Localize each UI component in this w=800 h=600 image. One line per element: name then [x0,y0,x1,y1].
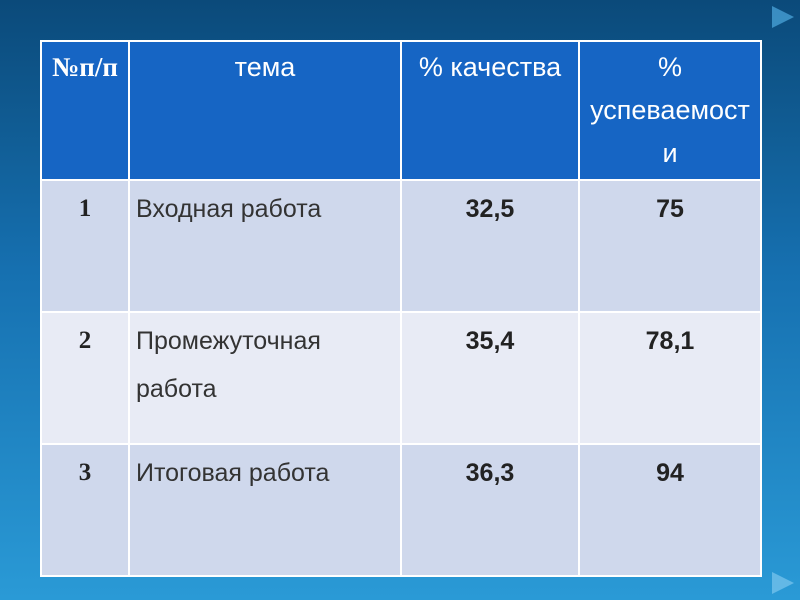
header-cell: №п/п [40,40,130,181]
cell: 35,4 [400,311,580,445]
table-row: 1 Входная работа 32,5 75 [40,179,762,313]
data-table: №п/п тема % качества % успеваемости 1 Вх… [40,40,762,577]
header-row: №п/п тема % качества % успеваемости [40,40,762,181]
cell: 94 [578,443,762,577]
corner-arrow [772,6,794,28]
corner-arrow [772,572,794,594]
table-row: 2 Промежуточная работа 35,4 78,1 [40,311,762,445]
cell: 2 [40,311,130,445]
cell: 36,3 [400,443,580,577]
cell: 3 [40,443,130,577]
cell: 1 [40,179,130,313]
cell: Промежуточная работа [128,311,402,445]
cell: 75 [578,179,762,313]
header-cell: тема [128,40,402,181]
table-row: 3 Итоговая работа 36,3 94 [40,443,762,577]
cell: 32,5 [400,179,580,313]
cell: 78,1 [578,311,762,445]
cell: Итоговая работа [128,443,402,577]
header-cell: % успеваемости [578,40,762,181]
header-cell: % качества [400,40,580,181]
cell: Входная работа [128,179,402,313]
